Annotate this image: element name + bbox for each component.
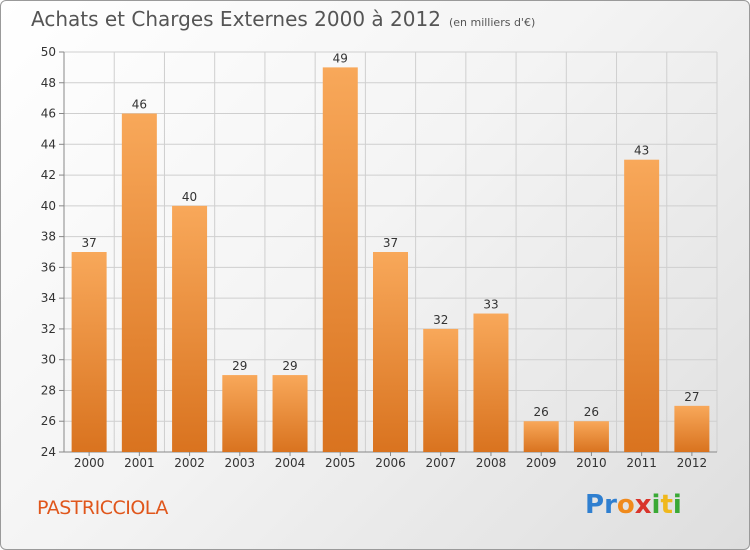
bar-value-label: 32 xyxy=(433,313,448,327)
bar xyxy=(473,313,509,452)
bar-value-label: 27 xyxy=(684,390,699,404)
x-tick-label: 2010 xyxy=(576,456,607,470)
bar xyxy=(423,328,459,452)
bar xyxy=(573,421,609,452)
bar-value-label: 37 xyxy=(81,236,96,250)
bar xyxy=(172,205,208,452)
bar-value-label: 26 xyxy=(584,405,599,419)
y-tick-label: 30 xyxy=(41,353,56,367)
y-tick-label: 28 xyxy=(41,383,56,397)
x-tick-label: 2007 xyxy=(425,456,456,470)
y-tick-label: 48 xyxy=(41,76,56,90)
proxiti-logo[interactable]: Proxiti xyxy=(585,490,682,520)
bar xyxy=(222,375,258,452)
bar-value-label: 43 xyxy=(634,144,649,158)
y-tick-label: 34 xyxy=(41,291,56,305)
y-tick-label: 26 xyxy=(41,414,56,428)
y-tick-label: 32 xyxy=(41,322,56,336)
chart-title-text: Achats et Charges Externes 2000 à 2012 xyxy=(31,7,441,31)
bar xyxy=(523,421,559,452)
bar-value-label: 46 xyxy=(132,98,147,112)
x-tick-label: 2005 xyxy=(325,456,356,470)
axes: 24 26 28 30 32 34 36 38 40 42 44 46 48 50 2000 2001 2002… xyxy=(41,45,717,470)
bar-value-label: 49 xyxy=(333,51,348,65)
y-tick-label: 24 xyxy=(41,445,56,459)
x-tick-label: 2003 xyxy=(225,456,256,470)
x-tick-label: 2009 xyxy=(526,456,557,470)
y-tick-label: 40 xyxy=(41,199,56,213)
bar xyxy=(373,252,408,452)
logo-letter: r xyxy=(604,490,617,520)
y-tick-label: 46 xyxy=(41,107,56,121)
y-tick-label: 38 xyxy=(41,230,56,244)
y-tick-label: 36 xyxy=(41,260,56,274)
y-tick-label: 44 xyxy=(41,137,56,151)
bar-value-label: 29 xyxy=(232,359,247,373)
chart-unit: (en milliers d'€) xyxy=(448,16,536,29)
bar-value-label: 37 xyxy=(383,236,398,250)
bar xyxy=(272,375,308,452)
x-tick-label: 2006 xyxy=(375,456,406,470)
x-tick-label: 2000 xyxy=(74,456,105,470)
labels: 37 46 40 29 29 49 37 32 33 26 26 43 27 xyxy=(81,51,699,419)
bar xyxy=(674,405,710,452)
logo-letter: i xyxy=(651,490,661,520)
logo-letter: x xyxy=(634,490,652,520)
x-tick-label: 2011 xyxy=(626,456,657,470)
bar xyxy=(121,113,157,453)
x-tick-label: 2001 xyxy=(124,456,155,470)
commune-name: PASTRICCIOLA xyxy=(37,497,168,519)
x-tick-label: 2012 xyxy=(677,456,708,470)
logo-letter: o xyxy=(616,490,635,520)
x-tick-label: 2002 xyxy=(174,456,205,470)
bar-value-label: 29 xyxy=(282,359,297,373)
bar-value-label: 26 xyxy=(534,405,549,419)
bars xyxy=(71,67,710,453)
bar-value-label: 33 xyxy=(483,298,498,312)
y-tick-label: 42 xyxy=(41,168,56,182)
x-tick-label: 2004 xyxy=(275,456,306,470)
logo-letter: t xyxy=(660,490,673,520)
bar-value-label: 40 xyxy=(182,190,197,204)
logo-letter: i xyxy=(672,490,682,520)
y-tick-label: 50 xyxy=(41,45,56,59)
logo-letter: P xyxy=(585,490,605,520)
bar xyxy=(71,252,107,452)
x-tick-label: 2008 xyxy=(476,456,507,470)
bar xyxy=(322,67,358,452)
bar xyxy=(624,159,660,452)
chart-title: Achats et Charges Externes 2000 à 2012 (e… xyxy=(31,7,535,31)
